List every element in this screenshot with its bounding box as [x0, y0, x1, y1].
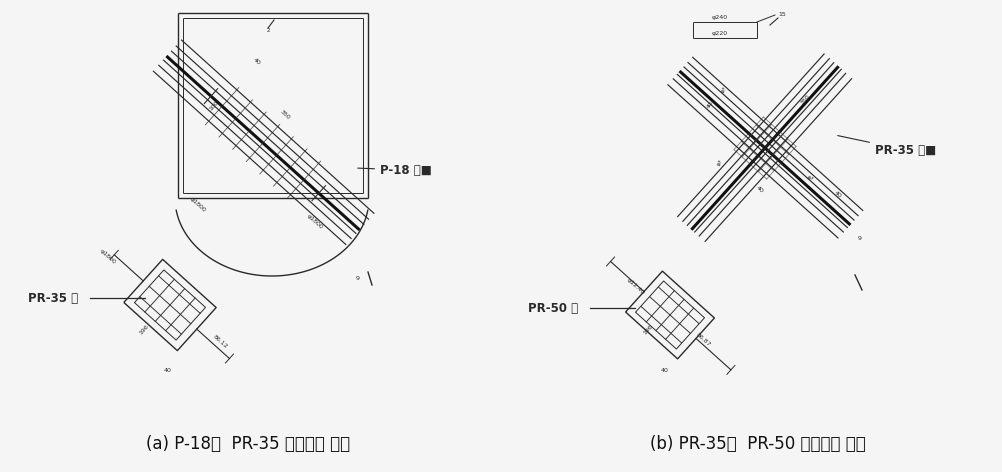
Text: 2: 2	[267, 27, 270, 33]
Text: 40: 40	[661, 368, 669, 372]
Text: 350: 350	[279, 109, 291, 121]
Text: 40: 40	[756, 185, 765, 194]
Text: PR-50 키: PR-50 키	[528, 302, 578, 314]
Text: φ240: φ240	[712, 15, 728, 20]
Text: 86.12: 86.12	[211, 334, 228, 350]
Text: 40: 40	[834, 191, 843, 200]
Text: φ?: φ?	[716, 159, 724, 167]
Text: φ220: φ220	[712, 31, 728, 36]
Text: φ?: φ?	[806, 174, 814, 182]
Text: 350: 350	[800, 94, 811, 106]
Text: 196: 196	[642, 324, 653, 336]
Text: 15: 15	[778, 12, 786, 17]
Text: 40: 40	[253, 58, 262, 67]
Text: 40: 40	[164, 368, 172, 372]
Text: 40: 40	[705, 101, 714, 110]
Text: P-18 키■: P-18 키■	[358, 163, 432, 177]
Text: 100: 100	[208, 100, 219, 112]
Text: φ1800: φ1800	[99, 249, 117, 265]
Text: PR-35 키■: PR-35 키■	[838, 135, 936, 157]
Text: φ12.40: φ12.40	[625, 278, 645, 296]
Text: 9: 9	[356, 276, 360, 280]
Text: 86.87: 86.87	[694, 332, 711, 348]
Text: 196: 196	[138, 324, 149, 336]
Text: φ1800: φ1800	[189, 196, 207, 213]
Text: (a) P-18과  PR-35 연결되는 부분: (a) P-18과 PR-35 연결되는 부분	[146, 435, 350, 453]
Text: φ?: φ?	[720, 86, 728, 94]
Text: PR-35 키: PR-35 키	[28, 292, 78, 304]
Text: (b) PR-35와  PR-50 연결되는 부분: (b) PR-35와 PR-50 연결되는 부분	[650, 435, 866, 453]
Text: φ1800: φ1800	[306, 213, 324, 230]
Text: 9: 9	[858, 236, 862, 241]
